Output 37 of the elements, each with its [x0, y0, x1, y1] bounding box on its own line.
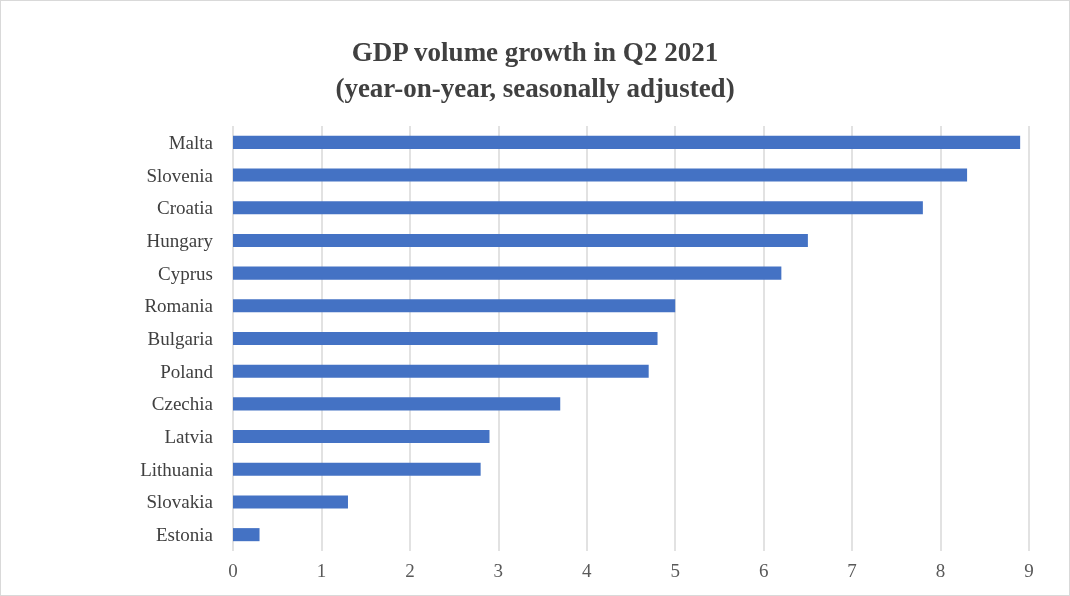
y-tick-label: Cyprus [158, 262, 213, 284]
y-tick-label: Slovenia [146, 164, 214, 186]
x-tick-label: 4 [582, 560, 593, 581]
bar [233, 495, 348, 509]
bar [233, 233, 808, 247]
bar [233, 168, 968, 182]
bar [233, 266, 782, 280]
x-tick-label: 1 [316, 560, 327, 581]
y-tick-label: Czechia [151, 393, 214, 415]
y-tick-label: Latvia [164, 426, 214, 448]
x-tick-label: 0 [228, 560, 238, 581]
chart-title: GDP volume growth in Q2 2021 (year-on-year, seasonally adjusted) [335, 37, 735, 103]
x-tick-label: 8 [935, 560, 946, 581]
bar [233, 299, 676, 313]
x-tick-label: 9 [1024, 560, 1034, 581]
x-tick-label: 6 [758, 560, 769, 581]
y-tick-label: Slovakia [146, 491, 214, 513]
y-tick-label: Bulgaria [147, 328, 214, 349]
x-tick-label: 2 [405, 560, 415, 581]
bar [233, 201, 923, 215]
bar [233, 331, 658, 346]
bar [233, 430, 490, 444]
y-tick-label: Malta [168, 131, 214, 153]
y-tick-label: Lithuania [140, 458, 214, 480]
y-tick-label: Romania [144, 295, 214, 317]
x-tick-label: 7 [847, 560, 857, 581]
bar [233, 528, 260, 542]
y-tick-label: Estonia [156, 524, 214, 546]
y-tick-label: Poland [160, 360, 214, 382]
bar [233, 462, 481, 476]
y-tick-label: Croatia [157, 197, 214, 219]
bar [233, 135, 1021, 149]
bar [233, 397, 561, 411]
x-tick-label: 3 [493, 560, 504, 581]
y-tick-label: Hungary [146, 229, 214, 251]
bar [233, 364, 649, 378]
x-tick-label: 5 [670, 560, 680, 581]
